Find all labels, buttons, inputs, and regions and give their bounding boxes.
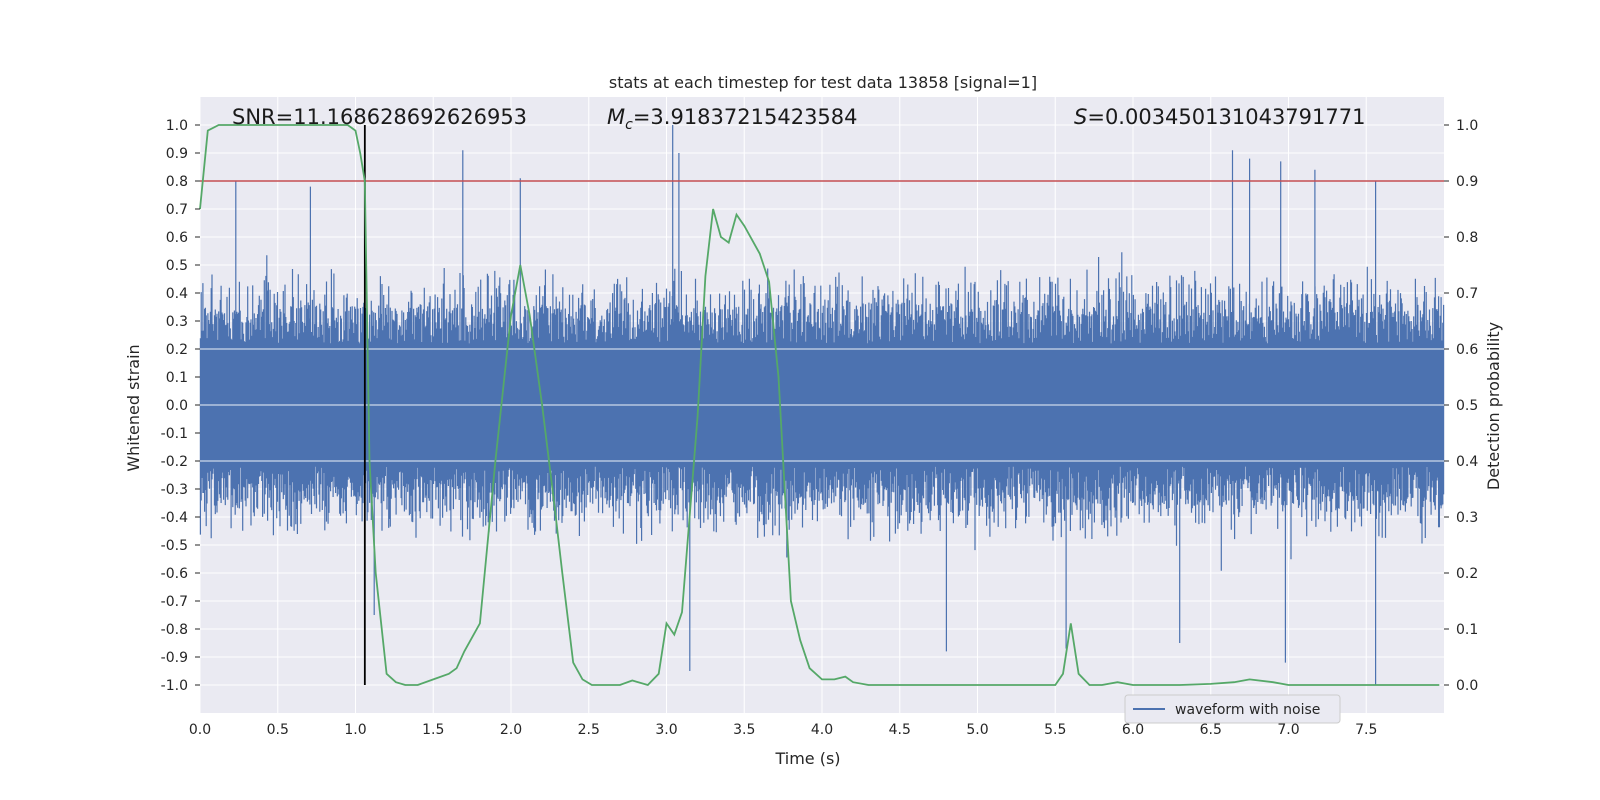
y-tick-label: -0.8	[161, 622, 188, 638]
y2-tick-label: 0.6	[1456, 342, 1478, 358]
y-tick-label: 0.1	[166, 370, 188, 386]
y2-tick-label: 0.5	[1456, 398, 1478, 414]
y-tick-label: -0.1	[161, 426, 188, 442]
legend-entry-waveform: waveform with noise	[1175, 702, 1320, 718]
y-tick-label: 0.7	[166, 202, 188, 218]
y2-tick-label: 0.8	[1456, 230, 1478, 246]
x-tick-label: 4.0	[811, 722, 833, 738]
x-tick-label: 7.0	[1277, 722, 1299, 738]
x-tick-label: 7.5	[1355, 722, 1377, 738]
x-tick-label: 5.5	[1044, 722, 1066, 738]
y-tick-label: -0.5	[161, 538, 188, 554]
x-tick-label: 3.0	[655, 722, 677, 738]
y2-tick-label: 0.2	[1456, 566, 1478, 582]
y-axis-label: Whitened strain	[124, 344, 143, 471]
x-tick-label: 1.5	[422, 722, 444, 738]
waveform-with-noise-series	[199, 125, 1445, 685]
y-tick-label: -0.3	[161, 482, 188, 498]
x-tick-label: 4.5	[889, 722, 911, 738]
x-axis-label: Time (s)	[774, 749, 840, 768]
y2-tick-label: 1.0	[1456, 118, 1478, 134]
y2-tick-label: 0.7	[1456, 286, 1478, 302]
legend: waveform with noise	[1124, 694, 1341, 724]
y2-tick-label: 0.0	[1456, 678, 1478, 694]
x-tick-label: 2.0	[500, 722, 522, 738]
y-tick-label: 0.3	[166, 314, 188, 330]
x-tick-label: 3.5	[733, 722, 755, 738]
y-tick-label: 0.8	[166, 174, 188, 190]
y-tick-label: 0.6	[166, 230, 188, 246]
legend-box	[1124, 694, 1341, 724]
s-symbol: S	[1074, 105, 1087, 129]
snr-annotation: SNR=11.168628692626953	[232, 105, 527, 129]
x-tick-label: 2.5	[578, 722, 600, 738]
y2-tick-label: 0.4	[1456, 454, 1478, 470]
x-tick-label: 1.0	[344, 722, 366, 738]
chirp-mass-annotation: Mc=3.91837215423584	[607, 105, 858, 133]
y-tick-label: -0.6	[161, 566, 188, 582]
y-tick-label: 0.4	[166, 286, 188, 302]
mc-symbol: M	[607, 105, 625, 129]
s-statistic-annotation: S=0.003450131043791771	[1074, 105, 1365, 129]
x-tick-label: 6.5	[1200, 722, 1222, 738]
y-tick-label: 0.9	[166, 146, 188, 162]
y2-tick-label: 0.9	[1456, 174, 1478, 190]
x-tick-label: 0.0	[189, 722, 211, 738]
y-tick-label: 1.0	[166, 118, 188, 134]
mc-value: =3.91837215423584	[633, 105, 858, 129]
y-tick-label: -0.4	[161, 510, 188, 526]
y2-tick-label: 0.1	[1456, 622, 1478, 638]
detection-probability-line	[199, 124, 1440, 687]
y-tick-label: -0.9	[161, 650, 188, 666]
x-tick-label: 5.0	[966, 722, 988, 738]
y-tick-label: -1.0	[161, 678, 188, 694]
y2-axis-label: Detection probability	[1484, 322, 1503, 490]
y-tick-label: -0.2	[161, 454, 188, 470]
y-tick-label: -0.7	[161, 594, 188, 610]
tick-labels: 0.0 0.5 1.0 1.5 2.0 2.5 3.0 3.5 4.0 4.5 5.0 5.5 6.0 6…	[161, 118, 1479, 738]
x-tick-label: 0.5	[267, 722, 289, 738]
x-tick-label: 6.0	[1122, 722, 1144, 738]
chart-title: stats at each timestep for test data 138…	[609, 73, 1037, 92]
overlay-lines	[199, 124, 1444, 687]
y-tick-label: 0.2	[166, 342, 188, 358]
y-tick-label: 0.5	[166, 258, 188, 274]
mc-subscript: c	[625, 117, 633, 133]
y-tick-label: 0.0	[166, 398, 188, 414]
s-value: =0.003450131043791771	[1087, 105, 1365, 129]
y2-tick-label: 0.3	[1456, 510, 1478, 526]
